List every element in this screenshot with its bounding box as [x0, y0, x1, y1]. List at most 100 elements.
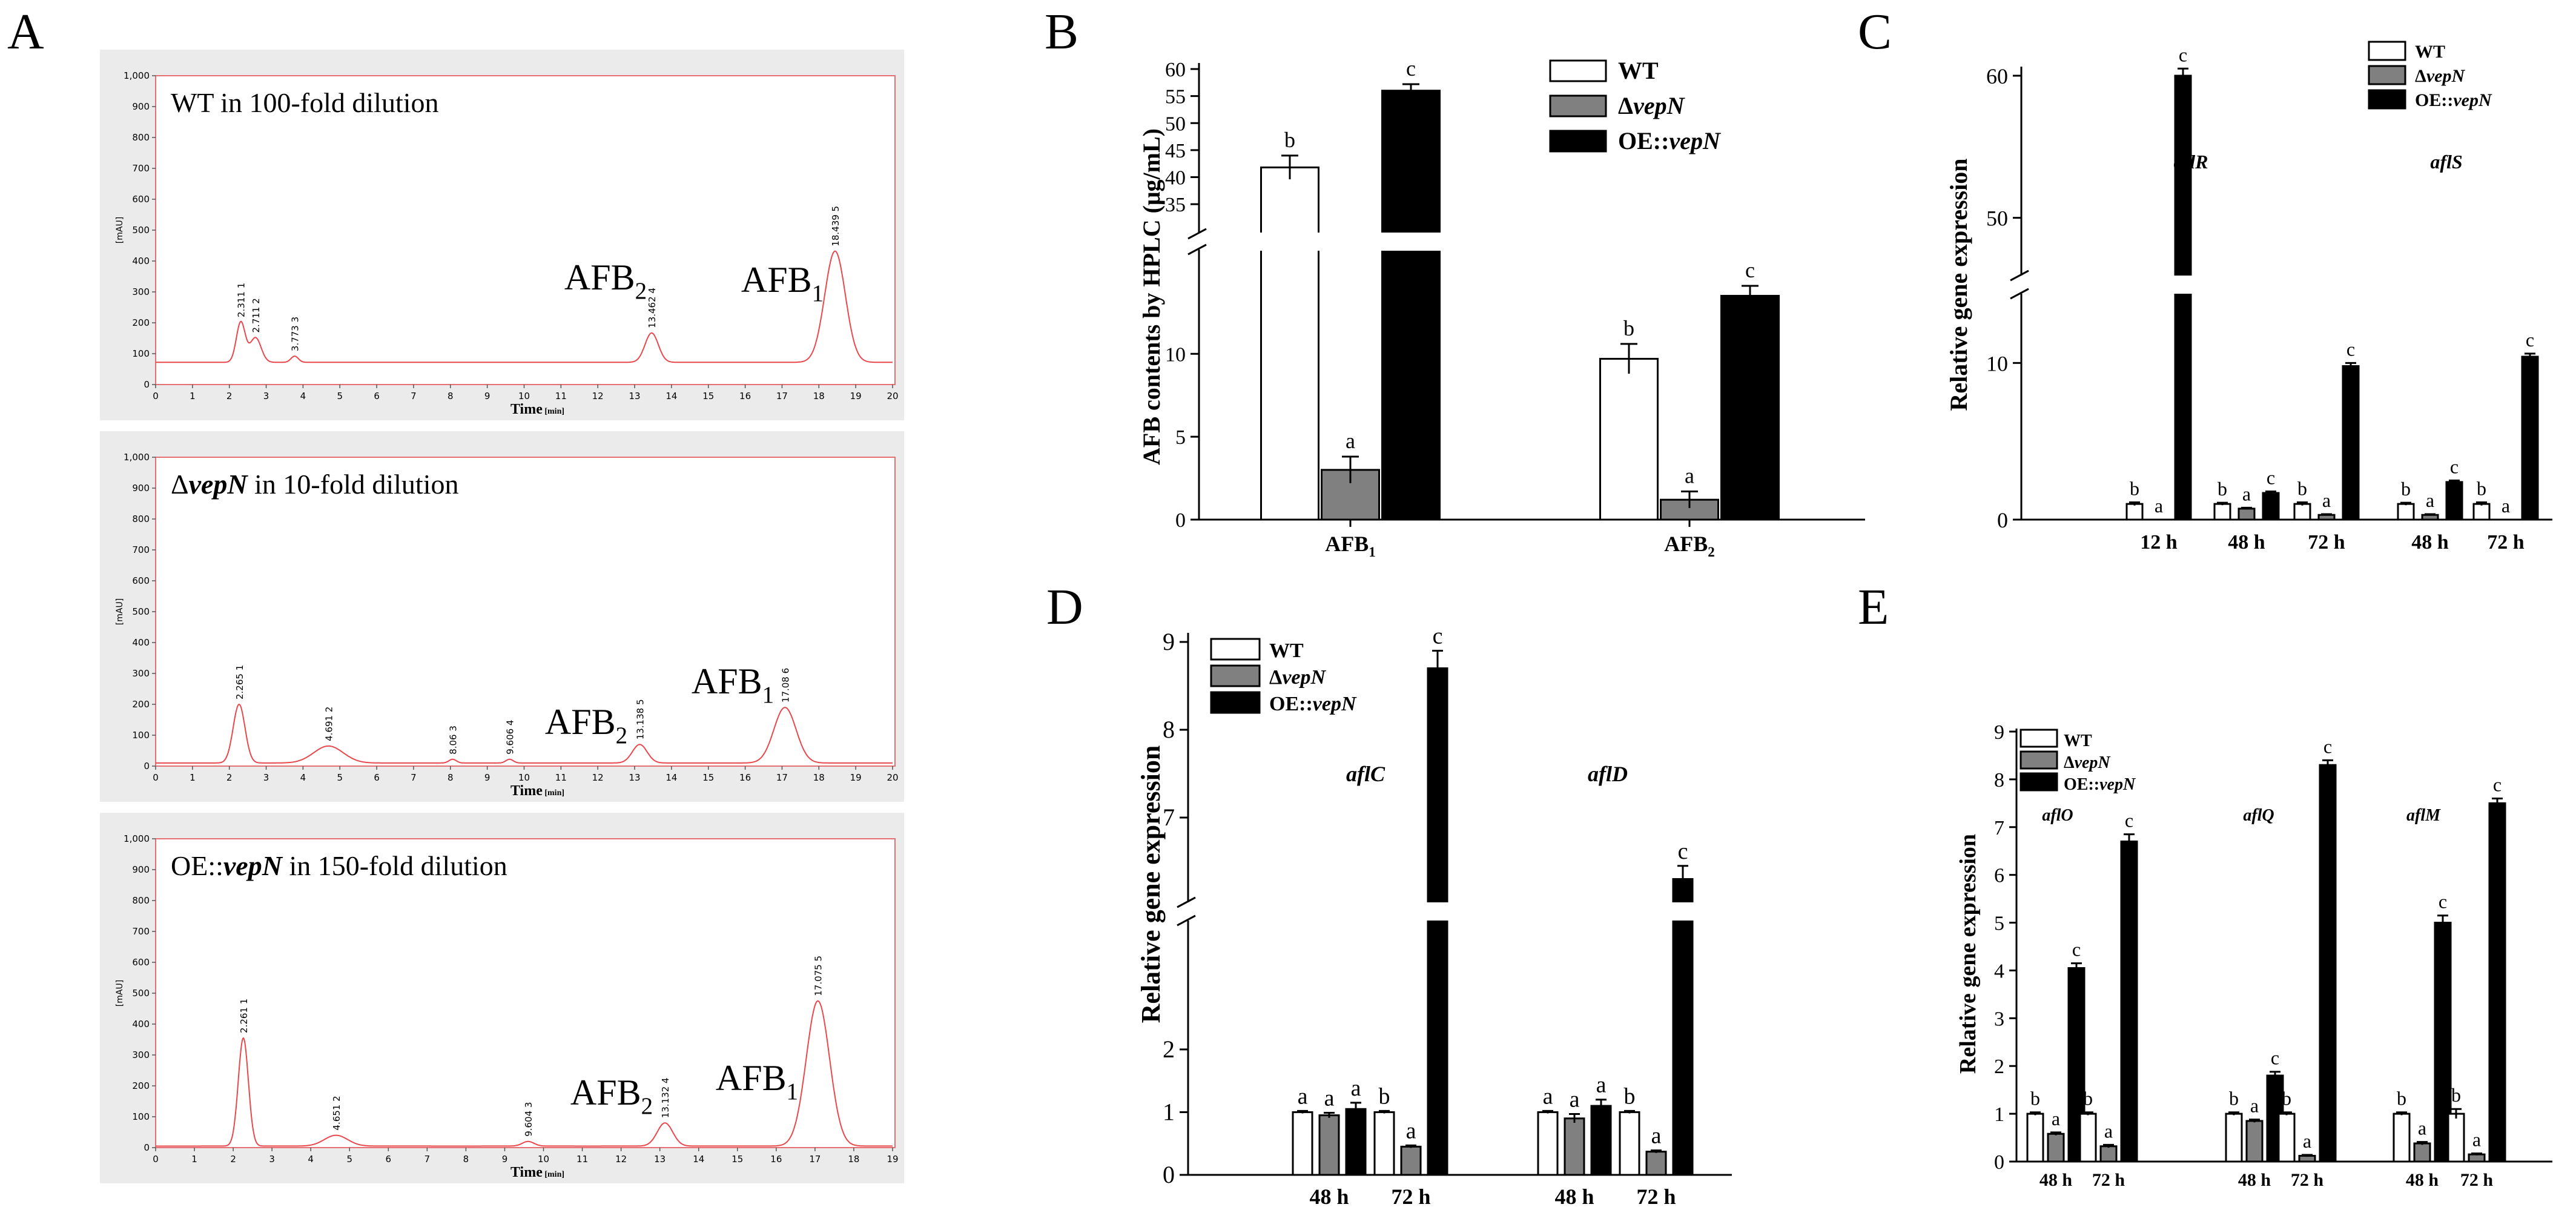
y-tick-label: 55 — [1165, 86, 1186, 108]
legend-label: WT — [2064, 732, 2092, 750]
x-tick-label: 9 — [484, 391, 490, 402]
x-tick-label: 19 — [850, 772, 862, 783]
bar — [2319, 764, 2337, 1163]
significance-letter: a — [2472, 1129, 2481, 1151]
y-axis-label: [mAU] — [115, 598, 125, 625]
y-tick-label: 4 — [1994, 960, 2004, 982]
x-tick-label: 6 — [386, 1154, 392, 1165]
bar — [2447, 1112, 2465, 1163]
bar — [2521, 355, 2539, 521]
x-tick-label: 9 — [502, 1154, 508, 1165]
legend-swatch — [1210, 638, 1261, 661]
y-tick-label: 100 — [132, 730, 150, 741]
x-tick-label: 19 — [850, 391, 862, 402]
y-tick-label: 50 — [1165, 113, 1186, 135]
y-tick-label: 0 — [1175, 509, 1186, 532]
significance-letter: c — [2526, 329, 2534, 351]
y-tick-label: 9 — [1163, 628, 1175, 655]
panel-label: B — [1045, 4, 1078, 60]
y-tick-label: 800 — [132, 895, 150, 906]
bar — [2174, 74, 2192, 521]
y-tick-label: 400 — [132, 1019, 150, 1030]
significance-letter: b — [2451, 1084, 2461, 1106]
afb-annotation: AFB2 — [545, 702, 627, 749]
legend-label: ΔvepN — [2064, 753, 2111, 772]
x-tick-label: 11 — [576, 1154, 588, 1165]
legend-label: WT — [1269, 640, 1304, 662]
significance-letter: b — [2229, 1088, 2239, 1109]
significance-letter: a — [2322, 489, 2331, 511]
significance-letter: c — [2179, 44, 2187, 65]
y-axis-label: Relative gene expression — [1955, 834, 1981, 1074]
bar — [2277, 1112, 2296, 1163]
peak-label: 2.711 2 — [251, 298, 262, 332]
afb-annotation: AFB1 — [692, 661, 774, 708]
panel-label: A — [7, 4, 44, 60]
time-label: 12 h — [2140, 531, 2178, 554]
legend-swatch — [2020, 729, 2058, 748]
significance-letter: c — [2267, 466, 2275, 488]
significance-letter: a — [1324, 1085, 1335, 1111]
gene-label: aflR — [2174, 151, 2208, 173]
y-tick-label: 40 — [1165, 167, 1186, 190]
y-tick-label: 2 — [1163, 1036, 1175, 1063]
time-label: 72 h — [1391, 1185, 1430, 1209]
time-label: 48 h — [2238, 1170, 2271, 1190]
significance-letter: a — [2502, 495, 2510, 517]
bar — [2413, 1142, 2431, 1163]
bar — [1564, 1117, 1585, 1176]
time-label: 48 h — [1309, 1185, 1349, 1209]
axis-break-mark — [1187, 228, 1207, 240]
significance-letter: a — [2426, 489, 2434, 511]
x-tick-label: 4 — [300, 391, 306, 402]
time-label: 72 h — [2291, 1170, 2324, 1190]
y-tick-label: 900 — [132, 483, 150, 494]
x-tick-label: 19 — [887, 1154, 898, 1165]
significance-letter: a — [1351, 1076, 1361, 1101]
y-tick-label: 100 — [132, 1111, 150, 1122]
y-tick-label: 1,000 — [124, 452, 150, 463]
gene-label: aflM — [2406, 806, 2441, 825]
x-tick-label: 13 — [629, 772, 641, 783]
gene-label: aflC — [1346, 762, 1385, 786]
legend-swatch — [1549, 59, 1607, 82]
y-tick-label: 7 — [1994, 817, 2004, 839]
time-label: 72 h — [2308, 531, 2345, 554]
y-tick-label: 3 — [1994, 1008, 2004, 1030]
bar — [1292, 1111, 1313, 1176]
significance-letter: a — [2155, 495, 2163, 517]
peak-label: 9.604 3 — [523, 1102, 534, 1137]
peak-label: 13.138 5 — [635, 699, 646, 740]
peak-label: 18.439 5 — [830, 206, 841, 246]
chromatogram-trace — [156, 703, 893, 764]
peak-label: 13.132 4 — [660, 1077, 671, 1118]
y-tick-label: 300 — [132, 668, 150, 679]
x-tick-label: 2 — [226, 391, 233, 402]
significance-letter: a — [2052, 1108, 2060, 1129]
bar — [2397, 503, 2415, 521]
x-tick-label: 2 — [230, 1154, 236, 1165]
significance-letter: a — [1570, 1087, 1580, 1112]
bar — [2488, 802, 2506, 1163]
peak-label: 2.261 1 — [239, 999, 249, 1033]
chromatogram-trace — [156, 1000, 893, 1147]
x-tick-label: 14 — [693, 1154, 704, 1165]
axis-break-gap — [1175, 233, 1829, 251]
x-tick-label: 1 — [190, 772, 196, 783]
axis-break-mark — [2010, 269, 2029, 282]
legend-label: WT — [1618, 57, 1659, 84]
x-tick-label: 10 — [538, 1154, 549, 1165]
y-tick-label: 5 — [1175, 426, 1186, 449]
bar — [1590, 1105, 1612, 1176]
y-tick-label: 800 — [132, 514, 150, 524]
y-tick-label: 0 — [144, 1142, 150, 1153]
y-tick-label: 400 — [132, 256, 150, 266]
bar — [1427, 667, 1448, 1176]
significance-letter: b — [2083, 1088, 2093, 1109]
chromatogram-trace — [156, 250, 893, 363]
peak-label: 8.06 3 — [447, 726, 458, 755]
legend-swatch — [1210, 664, 1261, 687]
